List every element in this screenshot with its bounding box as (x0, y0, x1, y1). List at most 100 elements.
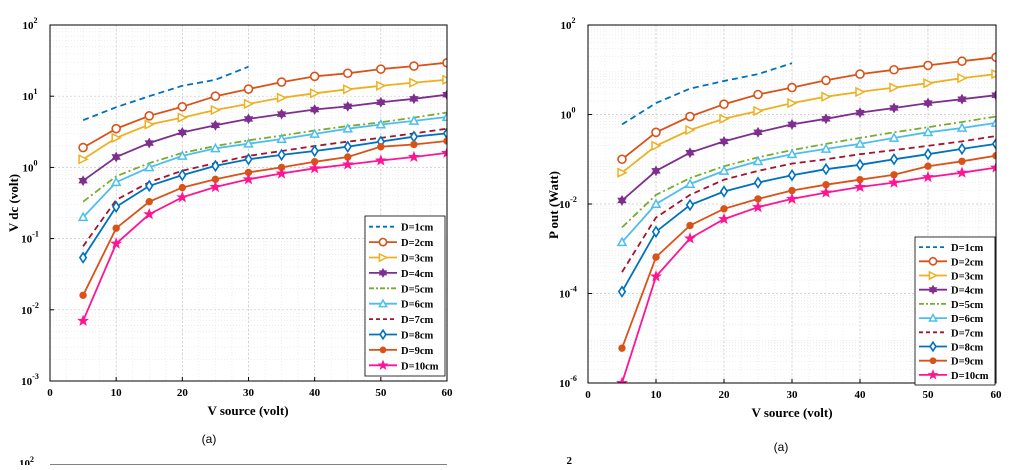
vdc-point-d-4cm (177, 127, 188, 138)
pout-legend-item: D=2cm (919, 256, 983, 268)
vdc-point-d-4cm (243, 113, 254, 125)
pout-legend-marker (928, 312, 938, 322)
pout-point-d-2cm (957, 56, 967, 67)
pout-point-d-8cm (957, 142, 967, 156)
pout-point-d-8cm (719, 185, 729, 198)
pout-series-d-2cm (617, 52, 996, 165)
pout-legend-label: D=8cm (951, 343, 983, 354)
pout-point-d-8cm (991, 137, 996, 151)
vdc-series-d-8cm (78, 127, 447, 264)
vdc-point-d-6cm (77, 211, 89, 222)
vdc-series-d-5cm (82, 111, 447, 203)
pout-legend-label: D=5cm (951, 300, 983, 311)
pout-point-d-3cm (787, 97, 798, 109)
vdc-x-axis-label: V source (volt) (207, 403, 288, 418)
pout-point-d-2cm (821, 75, 831, 86)
vdc-point-d-10cm (441, 146, 447, 158)
next-figure-partial: 102 2 (19, 455, 573, 470)
pout-x-tick-label: 50 (923, 389, 935, 401)
pout-legend-marker (927, 369, 939, 380)
pout-line-d-6cm (621, 122, 996, 243)
pout-point-d-3cm (685, 124, 696, 136)
vdc-point-d-2cm (276, 77, 287, 87)
pout-point-d-2cm (617, 154, 627, 165)
vdc-legend-label: D=4cm (401, 269, 433, 280)
pout-x-axis-label: V source (volt) (751, 405, 832, 420)
vdc-point-d-2cm (144, 111, 155, 121)
vdc-point-d-10cm (275, 167, 288, 179)
vdc-legend-label: D=7cm (401, 315, 433, 326)
vdc-point-d-6cm (243, 138, 254, 148)
vdc-y-tick-label: 101 (23, 87, 38, 103)
pout-point-d-10cm (820, 186, 832, 198)
pout-series-d-4cm (617, 89, 996, 206)
vdc-point-d-4cm (309, 104, 320, 115)
pout-point-d-8cm (821, 162, 831, 176)
pout-series-d-3cm (617, 68, 996, 178)
vdc-point-d-8cm (343, 140, 352, 153)
pout-point-d-3cm (991, 68, 996, 80)
pout-legend-marker (928, 284, 938, 295)
pout-series-d-5cm (621, 115, 996, 229)
pout-point-d-3cm (957, 72, 968, 84)
vdc-point-d-3cm (309, 88, 321, 99)
vdc-point-d-6cm (342, 123, 354, 133)
vdc-x-tick-label: 40 (309, 387, 321, 399)
pout-legend-label: D=4cm (951, 286, 983, 297)
vdc-line-d-6cm (82, 116, 447, 218)
vdc-y-tick-label: 10-1 (21, 230, 39, 246)
pout-series-d-10cm (616, 161, 996, 383)
vdc-y-tick-label: 102 (23, 16, 38, 32)
pout-legend-label: D=2cm (951, 257, 983, 268)
pout-legend-marker (929, 357, 937, 365)
vdc-chart-series (77, 57, 447, 326)
pout-point-d-4cm (685, 147, 695, 159)
vdc-point-d-6cm (177, 150, 188, 160)
pout-chart-legend: D=1cm D=2cm D=3cm D=4cm D=5cm D=6cm D=7cm D=8cm… (914, 236, 996, 386)
vdc-point-d-4cm (409, 93, 419, 105)
pout-caption: (a) (774, 440, 789, 454)
vdc-point-d-3cm (144, 119, 155, 130)
vdc-point-d-3cm (343, 84, 354, 95)
pout-legend-item: D=4cm (919, 284, 983, 297)
vdc-caption: (a) (202, 432, 217, 446)
vdc-line-d-10cm (82, 152, 447, 322)
pout-point-d-4cm (617, 195, 627, 206)
vdc-point-d-10cm (176, 191, 189, 203)
vdc-legend-label: D=6cm (401, 300, 433, 311)
vdc-series-d-1cm (82, 65, 249, 122)
vdc-series-d-7cm (82, 127, 447, 247)
vdc-point-d-8cm (277, 148, 286, 162)
vdc-x-tick-label: 60 (442, 387, 454, 399)
pout-chart: 0 10 20 30 40 50 60 10-6 10-4 10-2 100 102 D=1cm D=2… (546, 16, 1002, 454)
pout-point-d-6cm (990, 117, 996, 127)
pout-y-tick-label: 102 (561, 16, 576, 32)
pout-legend-label: D=7cm (951, 328, 983, 339)
vdc-point-d-6cm (276, 133, 287, 144)
pout-series-d-1cm (621, 62, 793, 126)
vdc-point-d-4cm (144, 137, 154, 149)
pout-line-d-5cm (621, 115, 996, 229)
vdc-point-d-3cm (177, 112, 189, 123)
vdc-series-d-10cm (77, 146, 447, 326)
pout-y-tick-label: 10-6 (559, 374, 577, 390)
pout-x-tick-label: 0 (585, 389, 591, 401)
pout-point-d-6cm (956, 122, 968, 132)
vdc-point-d-10cm (341, 158, 354, 170)
pout-point-d-6cm (820, 143, 832, 153)
pout-legend-label: D=10cm (951, 371, 989, 382)
pout-point-d-6cm (752, 155, 764, 166)
vdc-legend-item: D=3cm (369, 252, 433, 265)
pout-line-d-1cm (621, 62, 793, 126)
pout-point-d-4cm (957, 93, 967, 105)
pout-line-d-10cm (621, 166, 996, 383)
vdc-point-d-9cm (410, 140, 418, 149)
vdc-legend-item: D=9cm (369, 346, 433, 357)
vdc-point-d-8cm (211, 159, 220, 173)
vdc-point-d-4cm (376, 96, 386, 108)
pout-point-d-8cm (787, 168, 797, 182)
vdc-y-axis-label: V dc (volt) (6, 174, 21, 232)
vdc-point-d-2cm (243, 84, 254, 94)
pout-point-d-8cm (651, 225, 661, 238)
